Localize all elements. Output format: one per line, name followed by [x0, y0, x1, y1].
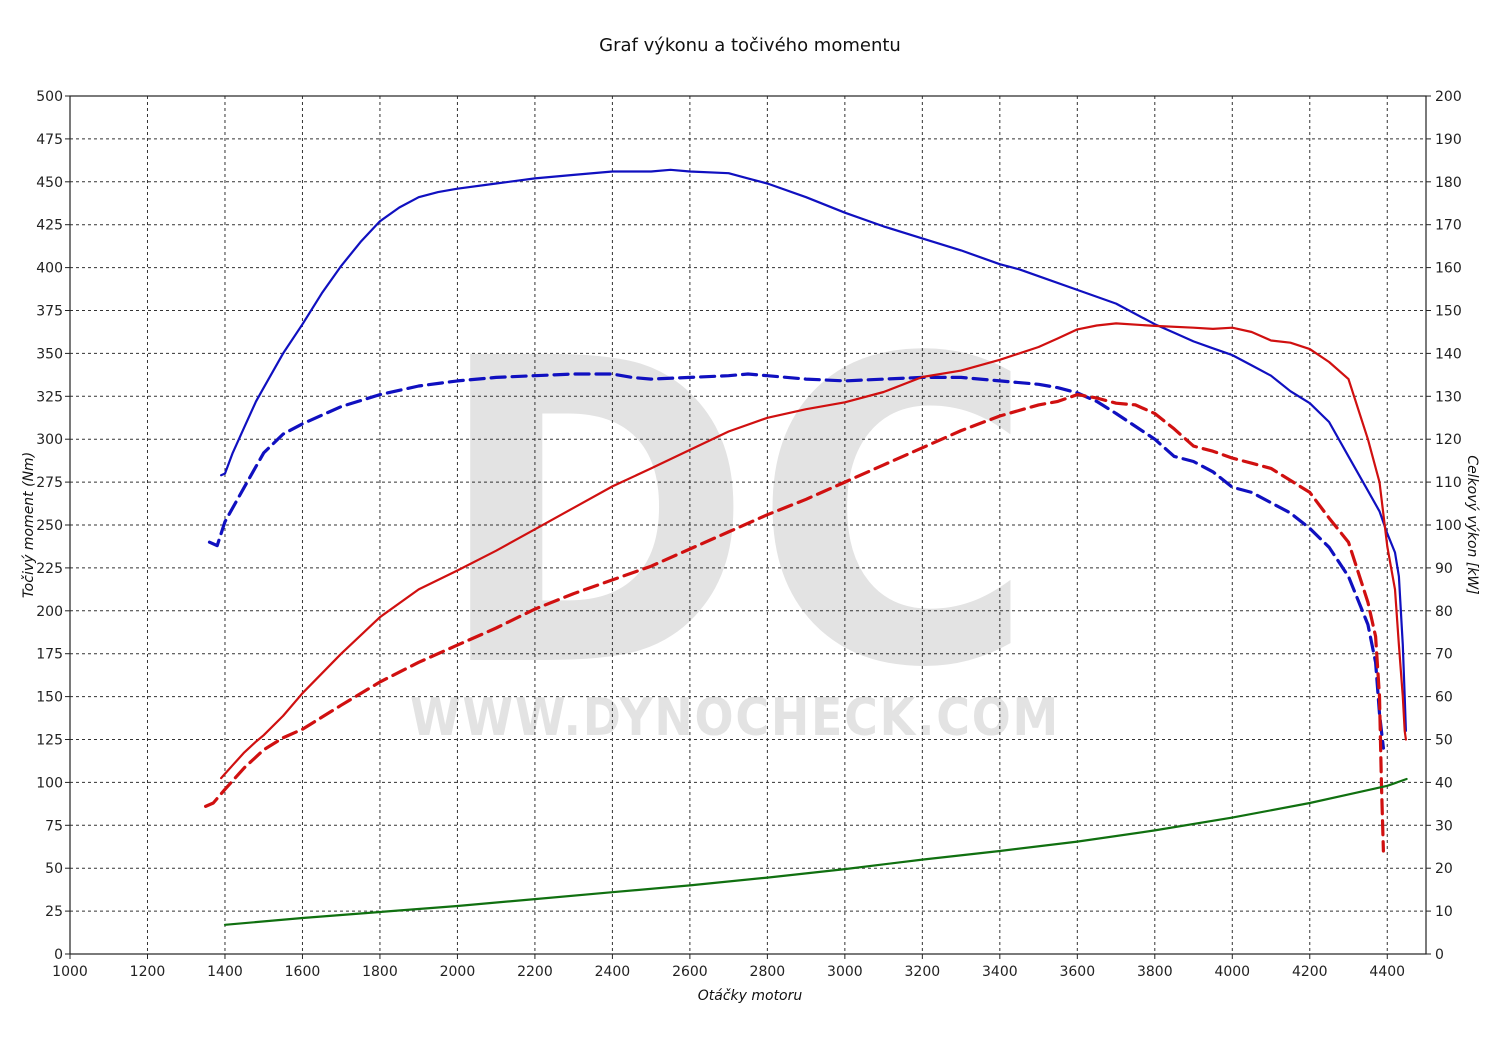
y-right-tick-label: 50	[1435, 733, 1453, 749]
x-tick-label: 3600	[1059, 964, 1095, 980]
y-axis-left-title: Točivý moment (Nm)	[21, 452, 37, 598]
x-tick-label: 1800	[362, 964, 398, 980]
y-right-tick-label: 190	[1435, 132, 1462, 148]
series-line-torque-tuned	[220, 168, 1408, 733]
x-tick-label: 1600	[285, 964, 321, 980]
y-right-tick-label: 70	[1435, 647, 1453, 663]
y-left-tick-label: 450	[36, 175, 63, 191]
y-left-tick-label: 200	[36, 604, 63, 620]
chart-title: Graf výkonu a točivého momentu	[599, 35, 901, 56]
x-axis: 1000 1200 1400 1600 1800 2000 2200 2400 2600 2800…	[52, 954, 1405, 980]
y-right-tick-label: 90	[1435, 561, 1453, 577]
x-tick-label: 2800	[750, 964, 786, 980]
y-left-tick-label: 400	[36, 261, 63, 277]
y-left-tick-label: 500	[36, 89, 63, 105]
y-right-tick-label: 150	[1435, 304, 1462, 320]
watermark-letters: DC	[435, 271, 1035, 760]
series-line-loss	[223, 777, 1408, 926]
watermark: DC WWW.DYNOCHECK.COM	[410, 271, 1060, 760]
y-right-tick-label: 140	[1435, 346, 1462, 362]
series-line-power-stock	[204, 393, 1386, 853]
y-left-tick-label: 25	[45, 904, 63, 920]
x-tick-label: 2600	[672, 964, 708, 980]
x-tick-label: 1000	[52, 964, 88, 980]
y-left-tick-label: 150	[36, 690, 63, 706]
y-right-tick-label: 60	[1435, 690, 1453, 706]
y-left-tick-label: 275	[36, 475, 63, 491]
x-axis-title: Otáčky motoru	[698, 988, 803, 1004]
series-layer	[204, 168, 1408, 926]
y-right-tick-label: 160	[1435, 261, 1462, 277]
y-right-tick-label: 180	[1435, 175, 1462, 191]
y-axis-left: 0 25 50 75 100 125 150 175 200 225 250 275 300 325 350…	[36, 89, 70, 963]
y-right-tick-label: 30	[1435, 818, 1453, 834]
y-right-tick-label: 110	[1435, 475, 1462, 491]
y-axis-right: 0 10 20 30 40 50 60 70 80 90 100 110 120 130 140 150 160…	[1426, 89, 1462, 963]
x-tick-label: 4200	[1292, 964, 1328, 980]
y-right-tick-label: 200	[1435, 89, 1462, 105]
y-right-tick-label: 10	[1435, 904, 1453, 920]
y-right-tick-label: 120	[1435, 432, 1462, 448]
y-right-tick-label: 0	[1435, 947, 1444, 963]
y-right-tick-label: 130	[1435, 389, 1462, 405]
x-tick-label: 2000	[440, 964, 476, 980]
series-line-torque-stock	[207, 372, 1386, 750]
x-tick-label: 3200	[905, 964, 941, 980]
y-right-tick-label: 20	[1435, 861, 1453, 877]
watermark-url: WWW.DYNOCHECK.COM	[410, 688, 1060, 748]
x-tick-label: 4400	[1369, 964, 1405, 980]
y-left-tick-label: 75	[45, 818, 63, 834]
x-tick-label: 1400	[207, 964, 243, 980]
y-left-tick-label: 100	[36, 775, 63, 791]
y-right-tick-label: 170	[1435, 218, 1462, 234]
y-right-tick-label: 100	[1435, 518, 1462, 534]
x-tick-label: 3800	[1137, 964, 1173, 980]
y-left-tick-label: 50	[45, 861, 63, 877]
y-left-tick-label: 0	[54, 947, 63, 963]
series-line-power-tuned	[220, 322, 1408, 780]
y-axis-right-title: Celkový výkon [kW]	[1464, 455, 1480, 594]
x-tick-label: 2400	[595, 964, 631, 980]
y-left-tick-label: 325	[36, 389, 63, 405]
y-left-tick-label: 375	[36, 304, 63, 320]
x-tick-label: 4000	[1214, 964, 1250, 980]
y-right-tick-label: 40	[1435, 775, 1453, 791]
x-tick-label: 3000	[827, 964, 863, 980]
x-tick-label: 3400	[982, 964, 1018, 980]
y-left-tick-label: 475	[36, 132, 63, 148]
y-left-tick-label: 125	[36, 733, 63, 749]
y-left-tick-label: 425	[36, 218, 63, 234]
x-tick-label: 2200	[517, 964, 553, 980]
x-tick-label: 1200	[130, 964, 166, 980]
y-left-tick-label: 175	[36, 647, 63, 663]
y-right-tick-label: 80	[1435, 604, 1453, 620]
y-left-tick-label: 225	[36, 561, 63, 577]
y-left-tick-label: 350	[36, 346, 63, 362]
y-left-tick-label: 300	[36, 432, 63, 448]
y-left-tick-label: 250	[36, 518, 63, 534]
